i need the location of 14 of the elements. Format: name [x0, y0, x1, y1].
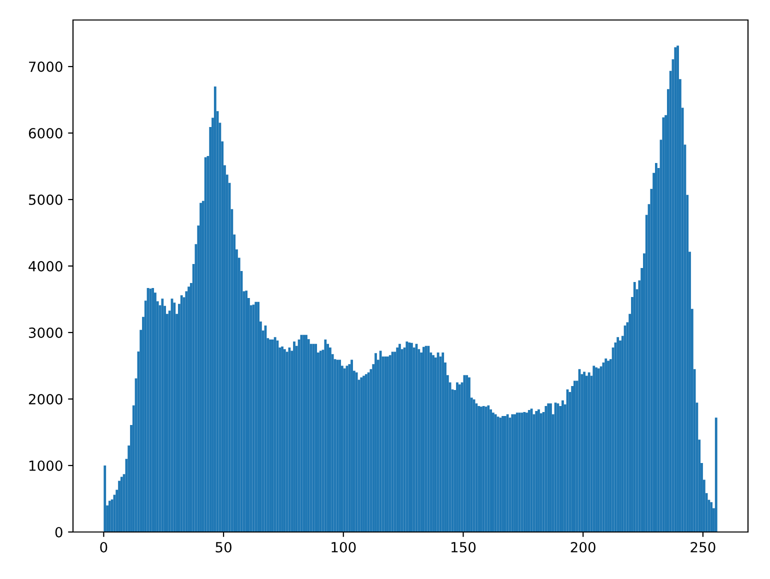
- y-tick-label: 7000: [29, 62, 62, 72]
- x-tick-label: 0: [100, 542, 108, 552]
- y-tick-label: 6000: [28, 128, 62, 139]
- y-tick-label: 1000: [29, 460, 62, 471]
- y-tick-label: 5000: [29, 194, 62, 206]
- y-tick-label: 3000: [28, 327, 62, 338]
- x-tick-label: 50: [216, 542, 232, 552]
- x-tick-label: 200: [570, 542, 596, 552]
- y-tick-label: 0: [55, 526, 62, 538]
- x-tick-label: 250: [690, 542, 716, 552]
- y-tick-label: 2000: [28, 394, 62, 404]
- x-tick-label: 100: [332, 542, 356, 552]
- y-tick-label: 4000: [28, 260, 62, 272]
- x-tick-label: 150: [452, 542, 476, 552]
